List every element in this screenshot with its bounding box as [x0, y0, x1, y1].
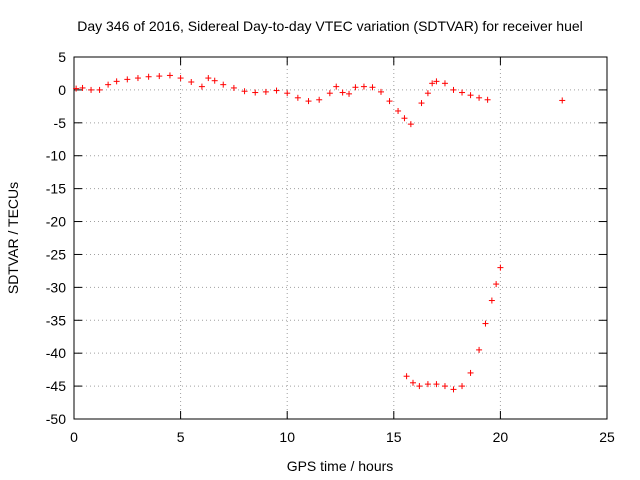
y-tick-label: -20: [46, 214, 66, 230]
data-point: [284, 90, 291, 97]
data-point: [407, 121, 414, 128]
data-point: [88, 86, 95, 93]
data-point: [326, 90, 333, 97]
data-point: [418, 100, 425, 107]
data-point: [252, 89, 259, 96]
data-point: [241, 88, 248, 95]
data-point: [378, 88, 385, 95]
x-tick-label: 15: [386, 429, 402, 445]
y-tick-label: -15: [46, 181, 66, 197]
grid-lines: [74, 57, 607, 419]
y-tick-label: -40: [46, 345, 66, 361]
data-point: [369, 84, 376, 91]
y-tick-label: -50: [46, 411, 66, 427]
data-point: [352, 84, 359, 91]
x-tick-label: 5: [177, 429, 185, 445]
y-tick-label: 0: [58, 82, 66, 98]
data-point: [211, 77, 218, 84]
data-point: [395, 107, 402, 114]
y-tick-label: -45: [46, 378, 66, 394]
data-point: [459, 383, 466, 390]
x-tick-label: 0: [70, 429, 78, 445]
data-point: [145, 73, 152, 80]
data-point: [105, 81, 112, 88]
data-point: [416, 383, 423, 390]
data-point: [441, 383, 448, 390]
data-point: [316, 96, 323, 103]
data-point: [450, 86, 457, 93]
data-point: [424, 381, 431, 388]
y-tick-label: -30: [46, 279, 66, 295]
data-point: [262, 88, 269, 95]
data-point: [409, 379, 416, 386]
y-tick-label: -35: [46, 312, 66, 328]
data-point: [360, 83, 367, 90]
data-point: [559, 97, 566, 104]
x-tick-label: 10: [279, 429, 295, 445]
data-point: [333, 83, 340, 90]
data-point: [484, 96, 491, 103]
data-point: [294, 94, 301, 101]
data-point: [124, 76, 131, 83]
y-tick-label: -25: [46, 246, 66, 262]
chart-title: Day 346 of 2016, Sidereal Day-to-day VTE…: [77, 18, 583, 34]
x-tick-label: 20: [493, 429, 509, 445]
data-point: [476, 94, 483, 101]
data-point: [113, 78, 120, 85]
data-point: [403, 373, 410, 380]
data-point: [488, 297, 495, 304]
data-point: [273, 87, 280, 94]
y-tick-label: -5: [54, 115, 67, 131]
data-point: [73, 85, 80, 92]
data-point: [401, 115, 408, 122]
data-point: [433, 381, 440, 388]
data-point: [79, 84, 86, 91]
y-axis-label: SDTVAR / TECUs: [5, 182, 21, 294]
data-point: [467, 369, 474, 376]
data-point: [346, 90, 353, 97]
plot-frame: [73, 56, 608, 420]
data-point: [441, 80, 448, 87]
data-point: [205, 75, 212, 82]
x-tick-label: 25: [599, 429, 615, 445]
data-point: [188, 79, 195, 86]
data-point: [433, 78, 440, 85]
data-point: [459, 89, 466, 96]
data-point: [467, 92, 474, 99]
data-point: [166, 72, 173, 79]
data-point: [156, 73, 163, 80]
data-point: [230, 84, 237, 91]
axis-ticks: 50-5-10-15-20-25-30-35-40-45-500 5 10 15 20 2…: [46, 49, 615, 445]
data-point: [339, 89, 346, 96]
data-point: [450, 386, 457, 393]
data-point: [482, 320, 489, 327]
data-point: [497, 264, 504, 271]
data-point: [177, 75, 184, 82]
y-tick-label: -10: [46, 148, 66, 164]
data-point: [198, 83, 205, 90]
data-point: [220, 81, 227, 88]
data-point: [476, 346, 483, 353]
data-point: [429, 80, 436, 87]
data-point: [493, 281, 500, 288]
data-point: [134, 75, 141, 82]
data-series: [73, 72, 566, 393]
data-point: [305, 98, 312, 105]
y-tick-label: 5: [58, 49, 66, 65]
data-point: [96, 86, 103, 93]
data-point: [386, 98, 393, 105]
data-point: [424, 90, 431, 97]
x-axis-label: GPS time / hours: [287, 458, 394, 474]
